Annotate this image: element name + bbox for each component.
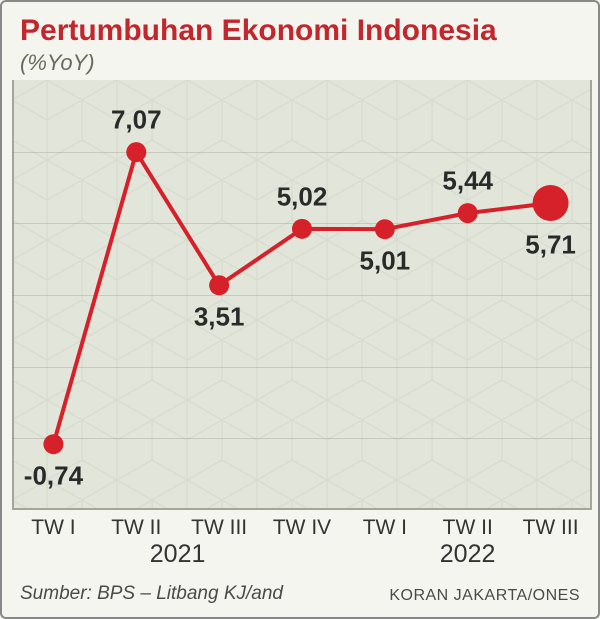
chart-footer: Sumber: BPS – Litbang KJ/and KORAN JAKAR…: [20, 583, 580, 605]
data-marker: [43, 434, 63, 454]
data-marker: [375, 219, 395, 239]
line-chart-svg: [12, 80, 592, 510]
x-axis-label: TW III: [178, 516, 261, 540]
data-marker: [533, 185, 569, 221]
data-marker: [292, 219, 312, 239]
chart-container: Pertumbuhan Ekonomi Indonesia (%YoY): [0, 0, 600, 619]
data-label: 5,01: [360, 246, 411, 277]
year-label-2021: 2021: [12, 540, 343, 569]
chart-plot-area: -0,74 7,07 3,51 5,02 5,01 5,44 5,71: [12, 80, 592, 510]
credit-text: KORAN JAKARTA/ONES: [389, 587, 580, 605]
x-axis-label: TW II: [95, 516, 178, 540]
data-marker: [126, 142, 146, 162]
x-axis-labels: TW ITW IITW IIITW IVTW ITW IITW III: [12, 516, 592, 540]
source-text: Sumber: BPS – Litbang KJ/and: [20, 583, 283, 605]
data-label: -0,74: [24, 461, 83, 492]
data-label: 5,02: [277, 181, 328, 212]
data-label: 5,71: [525, 230, 576, 261]
x-axis-label: TW III: [509, 516, 592, 540]
chart-subtitle: (%YoY): [12, 50, 588, 76]
chart-title: Pertumbuhan Ekonomi Indonesia: [12, 14, 588, 48]
year-group-labels: 2021 2022: [12, 540, 592, 569]
data-marker: [209, 275, 229, 295]
x-axis-label: TW IV: [261, 516, 344, 540]
x-axis-label: TW II: [426, 516, 509, 540]
x-axis-label: TW I: [12, 516, 95, 540]
data-label: 7,07: [111, 105, 162, 136]
year-label-2022: 2022: [343, 540, 592, 569]
data-label: 3,51: [194, 302, 245, 333]
data-marker: [458, 203, 478, 223]
data-label: 5,44: [442, 166, 493, 197]
x-axis-label: TW I: [343, 516, 426, 540]
